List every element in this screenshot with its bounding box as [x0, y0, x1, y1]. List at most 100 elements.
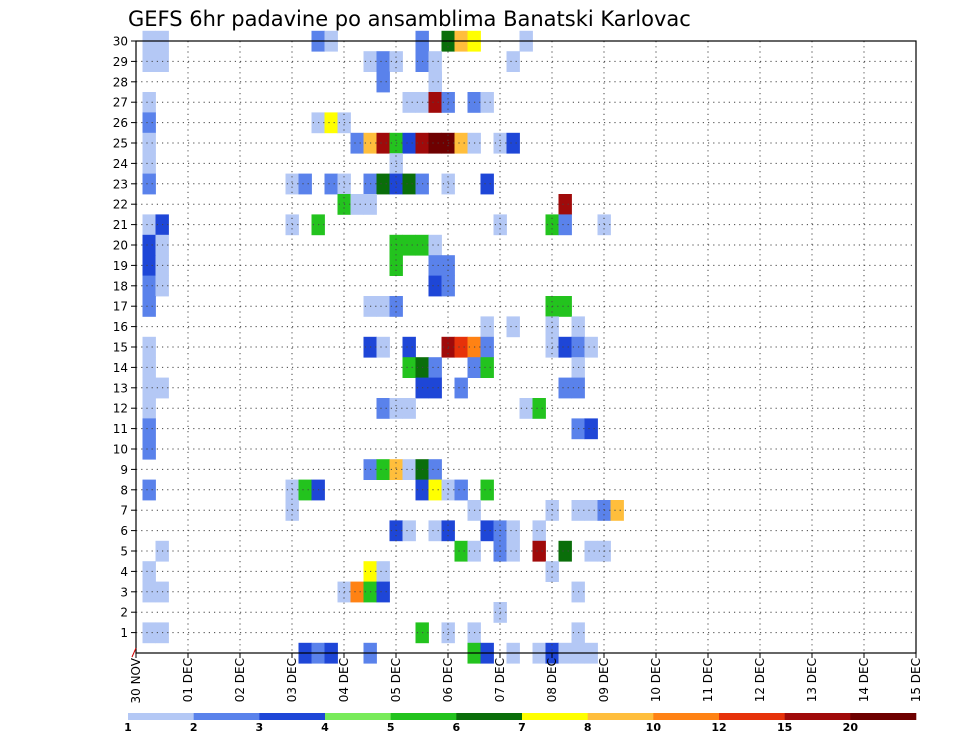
y-tick-label: 2 [120, 606, 128, 620]
legend-label: 12 [711, 721, 726, 734]
heatmap-cell [142, 622, 156, 644]
heatmap-cell [142, 357, 156, 378]
x-tick-label: 15 DEC [909, 658, 923, 702]
y-tick-label: 22 [113, 198, 128, 212]
legend-swatch [193, 713, 260, 720]
heatmap-cell [376, 51, 390, 72]
heatmap-cell [506, 520, 520, 542]
heatmap-cell [376, 71, 390, 93]
heatmap-cell [376, 398, 390, 419]
heatmap-cell [376, 132, 390, 154]
heatmap-cell [142, 234, 156, 256]
heatmap-cell [142, 561, 156, 582]
y-tick-label: 17 [113, 300, 128, 314]
legend-label: 8 [584, 721, 592, 734]
y-tick-label: 29 [113, 55, 128, 69]
heatmap-cell [558, 540, 572, 562]
heatmap-cell [584, 336, 598, 358]
heatmap-cell [558, 214, 572, 236]
heatmap-cell [428, 132, 442, 154]
legend-label: 3 [256, 721, 264, 734]
heatmap-cell [376, 296, 390, 317]
heatmap-cell [402, 234, 416, 256]
y-tick-label: 19 [113, 259, 128, 273]
legend-swatch [587, 713, 654, 720]
heatmap-cell [402, 520, 416, 542]
heatmap-cell [454, 336, 468, 358]
y-tick-label: 9 [120, 463, 128, 477]
heatmap-cell [558, 194, 572, 215]
x-tick-label: 01 DEC [181, 658, 195, 702]
heatmap-cell [142, 275, 156, 297]
y-tick-label: 3 [120, 585, 128, 599]
color-legend: 1 2 3 4 5 6 7 8 10 12 15 20 [124, 713, 917, 734]
legend-swatch [784, 713, 851, 720]
y-tick-label: 10 [113, 443, 128, 457]
heatmap-cell [402, 132, 416, 154]
heatmap-cell [428, 479, 442, 501]
grid-lines [136, 40, 916, 653]
heatmap-cell [142, 398, 156, 419]
heatmap-cell [428, 357, 442, 378]
heatmap-cell [480, 336, 494, 358]
heatmap-cell [142, 153, 156, 174]
x-tick-label: 03 DEC [285, 658, 299, 702]
heatmap-cell [428, 459, 442, 480]
y-tick-label: 12 [113, 402, 128, 416]
heatmap-cell [142, 581, 156, 603]
y-tick-label: 15 [113, 341, 128, 355]
x-tick-label: 30 NOV [129, 657, 143, 703]
heatmap-cell [324, 173, 338, 195]
heatmap-cell [454, 479, 468, 501]
heatmap-cell [558, 377, 572, 399]
x-tick-label: 12 DEC [753, 658, 767, 702]
y-tick-label: 1 [120, 626, 128, 640]
heatmap-cell [350, 194, 364, 215]
heatmap-cell [402, 336, 416, 358]
heatmap-cell [506, 316, 520, 338]
origin-tick-mark [131, 647, 137, 658]
heatmap-cell [350, 132, 364, 154]
heatmap-cell [480, 520, 494, 542]
heatmap-cell [428, 377, 442, 399]
heatmap-cell [506, 51, 520, 72]
heatmap-cell [142, 92, 156, 113]
heatmap-cell [480, 92, 494, 113]
legend-swatch [653, 713, 720, 720]
heatmap-cell [298, 479, 312, 501]
y-tick-label: 30 [113, 35, 128, 49]
heatmap-cell [142, 255, 156, 276]
y-tick-label: 11 [113, 422, 128, 436]
heatmap-cell [480, 173, 494, 195]
heatmap-cell [532, 540, 546, 562]
heatmap-cell [376, 581, 390, 603]
heatmap-cell [324, 112, 338, 134]
heatmap-cell [428, 255, 442, 276]
x-tick-label: 02 DEC [233, 658, 247, 702]
y-tick-label: 18 [113, 279, 128, 293]
y-tick-label: 6 [120, 524, 128, 538]
y-tick-label: 24 [113, 157, 128, 171]
x-tick-label: 10 DEC [649, 658, 663, 702]
y-tick-label: 21 [113, 218, 128, 232]
heatmap-cell [402, 92, 416, 113]
heatmap-cell [480, 316, 494, 338]
heatmap-cell [142, 173, 156, 195]
y-tick-label: 28 [113, 75, 128, 89]
heatmap-cell [142, 438, 156, 460]
legend-label: 5 [387, 721, 395, 734]
chart-title: GEFS 6hr padavine po ansamblima Banatski… [128, 7, 691, 31]
legend-swatch [719, 713, 785, 720]
heatmap-cell [532, 398, 546, 419]
heatmap-cell [428, 275, 442, 297]
y-tick-label: 26 [113, 116, 128, 130]
y-tick-label: 16 [113, 320, 128, 334]
legend-swatch [522, 713, 588, 720]
heatmap-cell [506, 132, 520, 154]
legend-label: 10 [646, 721, 662, 734]
x-tick-label: 09 DEC [597, 658, 611, 702]
legend-label: 6 [453, 721, 461, 734]
heatmap-cell [428, 234, 442, 256]
y-tick-label: 5 [120, 545, 128, 559]
y-tick-label: 8 [120, 483, 128, 497]
